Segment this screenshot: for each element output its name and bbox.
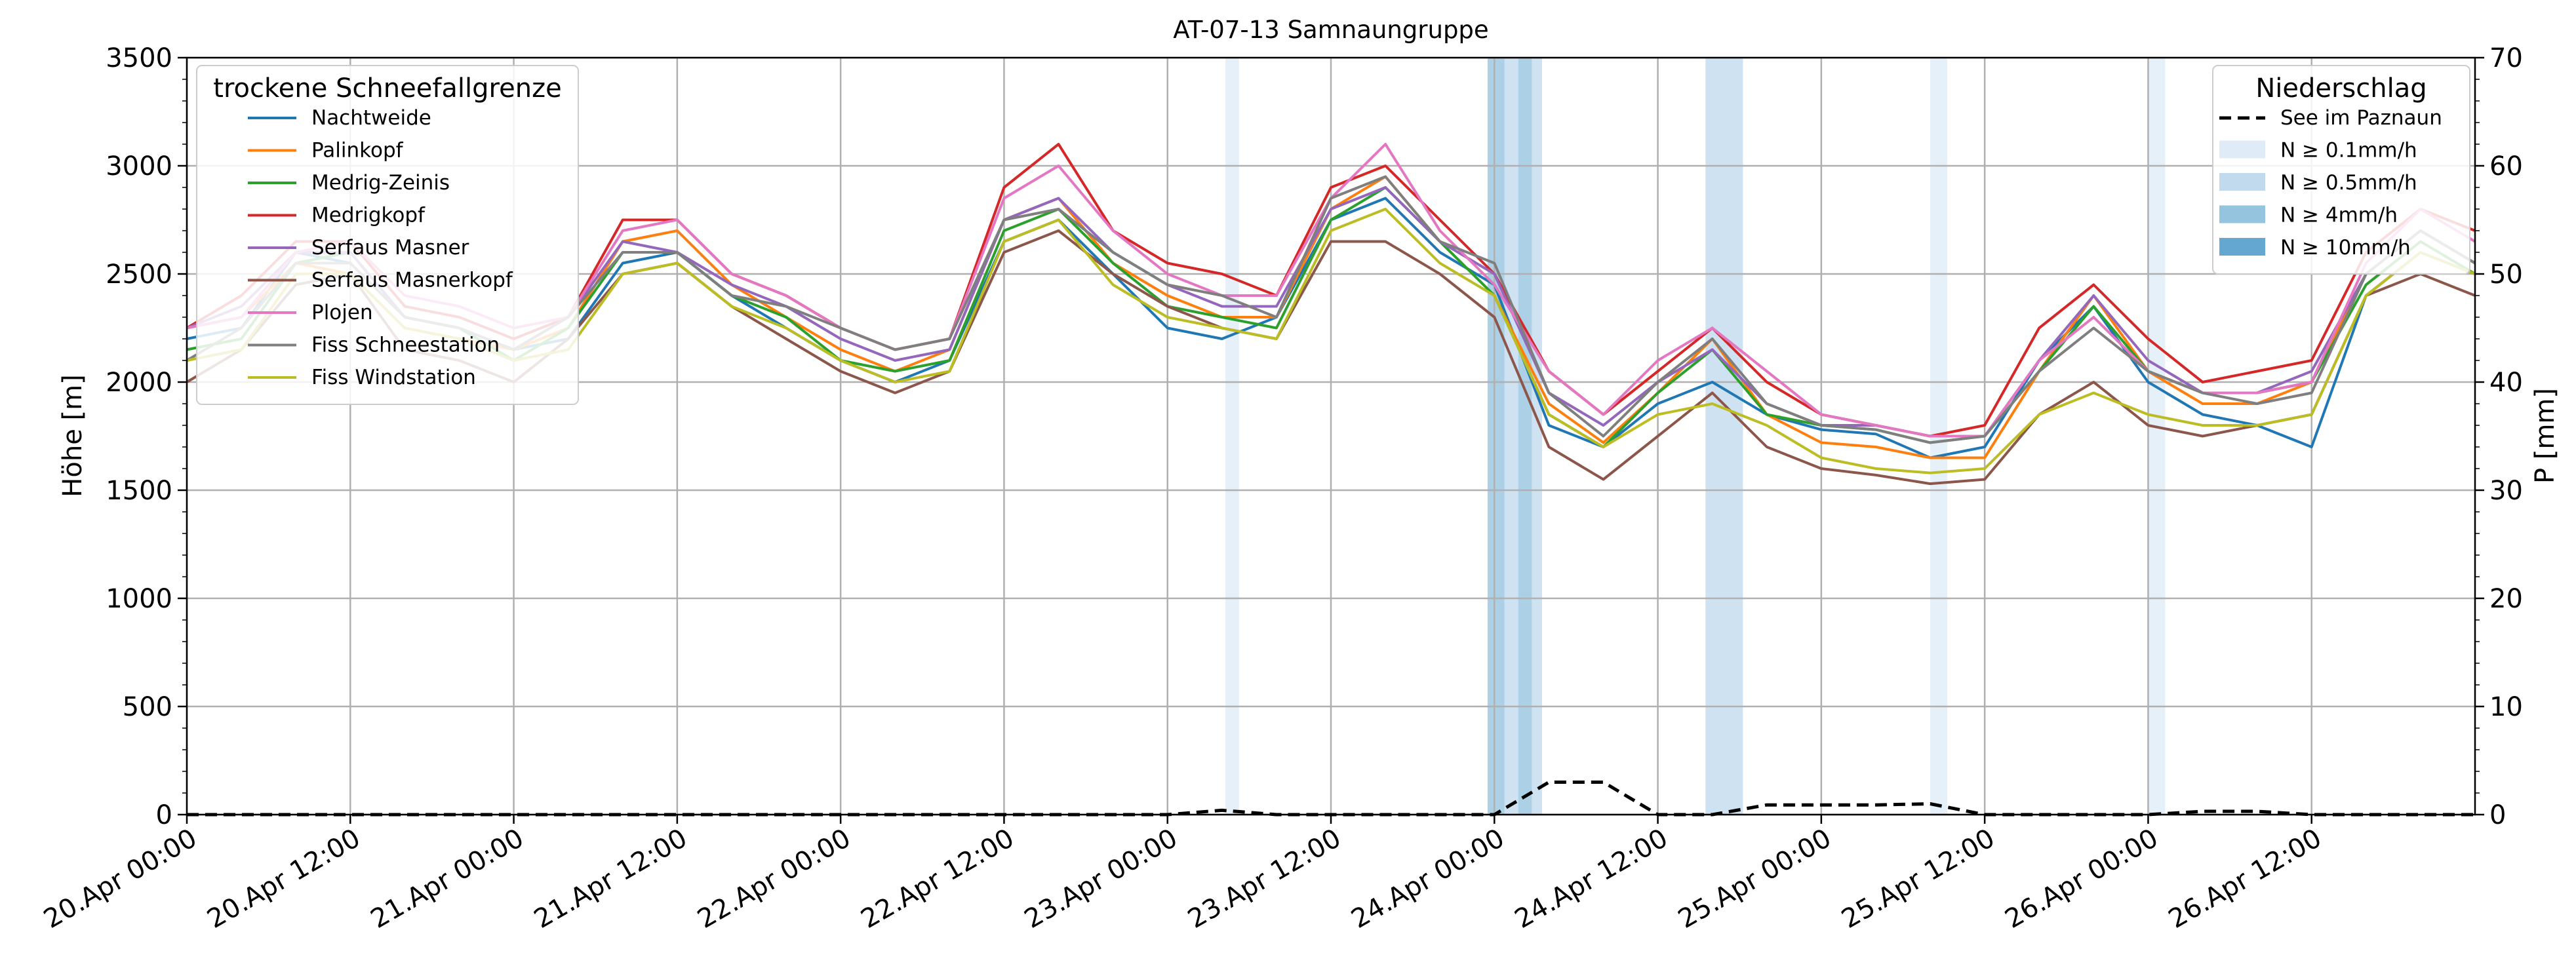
x-tick-label-2: 21.Apr 00:00: [366, 823, 529, 935]
legend-precip-label-2: N ≥ 0.5mm/h: [2280, 171, 2417, 195]
y-tick-label-6: 3000: [106, 151, 172, 182]
precip-band-4: [1532, 58, 1542, 815]
legend-precip-label-4: N ≥ 10mm/h: [2280, 236, 2411, 260]
x-tick-label-8: 24.Apr 00:00: [1346, 823, 1509, 935]
legend-precipitation: Niederschlag See im Paznaun N ≥ 0.1mm/h N …: [2212, 65, 2470, 275]
legend-snowline-label-3: Medrigkopf: [311, 204, 426, 227]
legend-snowline-title: trockene Schneefallgrenze: [213, 73, 561, 104]
y2-tick-label-2: 20: [2489, 584, 2523, 614]
legend-precip-swatch-1: [2219, 140, 2265, 159]
chart-title: AT-07-13 Samnaungruppe: [1173, 16, 1488, 44]
legend-precip-label-1: N ≥ 0.1mm/h: [2280, 139, 2417, 163]
precip-band-2: [1504, 58, 1518, 815]
legend-precipitation-frame: [2212, 65, 2470, 275]
x-tick-label-11: 25.Apr 12:00: [1836, 823, 2000, 935]
y2-tick-label-3: 30: [2489, 476, 2523, 506]
legend-precip-label-3: N ≥ 4mm/h: [2280, 204, 2398, 227]
precipitation-bands: [1225, 58, 2166, 815]
y2-tick-label-6: 60: [2489, 151, 2523, 182]
legend-snowline-label-4: Serfaus Masner: [311, 236, 469, 260]
legend-precip-swatch-4: [2219, 238, 2265, 256]
y2-tick-label-4: 40: [2489, 368, 2523, 398]
y-tick-label-0: 0: [156, 800, 172, 830]
legend-snowline-label-8: Fiss Windstation: [311, 366, 476, 389]
y-tick-label-7: 3500: [106, 43, 172, 73]
precip-band-5: [1705, 58, 1743, 815]
legend-snowline-label-1: Palinkopf: [311, 139, 404, 163]
x-tick-label-7: 23.Apr 12:00: [1183, 823, 1346, 935]
precip-band-1: [1487, 58, 1505, 815]
x-tick-label-4: 22.Apr 00:00: [692, 823, 856, 935]
y2-tick-label-7: 70: [2489, 43, 2523, 73]
y2-axis-label: P [mm]: [2530, 388, 2560, 484]
x-tick-label-10: 25.Apr 00:00: [1673, 823, 1836, 935]
y-tick-label-2: 1000: [106, 584, 172, 614]
legend-snowline-label-0: Nachtweide: [311, 106, 431, 130]
y2-tick-label-5: 50: [2489, 260, 2523, 290]
legend-snowline-label-7: Fiss Schneestation: [311, 334, 500, 357]
legend-precip-swatch-3: [2219, 205, 2265, 223]
x-tick-label-1: 20.Apr 12:00: [202, 823, 365, 935]
y-tick-label-4: 2000: [106, 368, 172, 398]
x-tick-label-5: 22.Apr 12:00: [856, 823, 1020, 935]
x-tick-label-6: 23.Apr 00:00: [1020, 823, 1183, 935]
precip-band-7: [2148, 58, 2166, 815]
y-tick-label-1: 500: [123, 692, 172, 722]
y2-tick-label-0: 0: [2489, 800, 2506, 830]
x-tick-label-3: 21.Apr 12:00: [529, 823, 692, 935]
legend-snowline-label-6: Plojen: [311, 301, 373, 324]
y-tick-label-5: 2500: [106, 260, 172, 290]
legend-precip-label-0: See im Paznaun: [2280, 106, 2442, 130]
y-axis-label: Höhe [m]: [58, 374, 88, 497]
precip-band-3: [1518, 58, 1532, 815]
x-tick-label-0: 20.Apr 00:00: [39, 823, 202, 935]
legend-snowline: trockene Schneefallgrenze Nachtweide Pali…: [196, 65, 579, 405]
legend-snowline-label-2: Medrig-Zeinis: [311, 171, 450, 195]
precip-band-0: [1225, 58, 1239, 815]
legend-snowline-label-5: Serfaus Masnerkopf: [311, 269, 513, 292]
x-tick-label-9: 24.Apr 12:00: [1510, 823, 1673, 935]
legend-precipitation-title: Niederschlag: [2255, 73, 2427, 104]
legend-precip-swatch-2: [2219, 173, 2265, 191]
y-tick-label-3: 1500: [106, 476, 172, 506]
x-tick-label-13: 26.Apr 12:00: [2164, 823, 2327, 935]
x-tick-label-12: 26.Apr 00:00: [2000, 823, 2164, 935]
y2-tick-label-1: 10: [2489, 692, 2523, 722]
